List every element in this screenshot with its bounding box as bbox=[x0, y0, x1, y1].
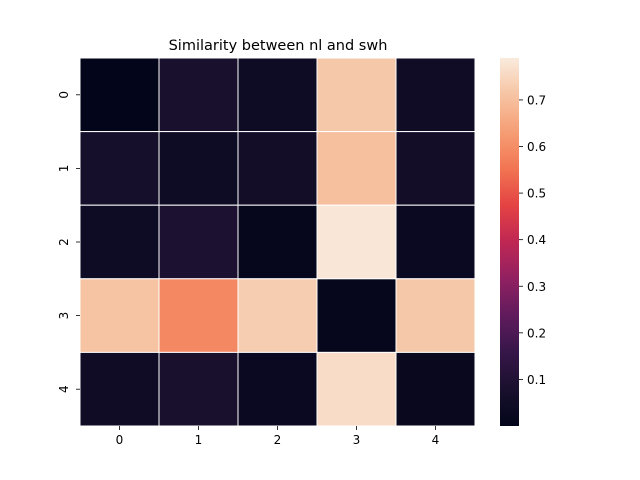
x-axis: 0 1 2 3 4 bbox=[116, 426, 440, 447]
heatmap-cell bbox=[158, 351, 239, 427]
heatmap-cell bbox=[79, 351, 160, 427]
y-tick-label: 4 bbox=[57, 385, 71, 393]
heatmap-cell bbox=[316, 204, 397, 280]
heatmap-cell bbox=[237, 131, 318, 206]
heatmap-cell bbox=[395, 57, 476, 133]
colorbar-tick-label: 0.4 bbox=[527, 233, 546, 247]
colorbar-tick-label: 0.3 bbox=[527, 280, 546, 294]
x-tick-label: 4 bbox=[432, 433, 440, 447]
x-tick-label: 3 bbox=[353, 433, 361, 447]
heatmap-cell bbox=[158, 131, 239, 206]
colorbar-tick-label: 0.5 bbox=[527, 187, 546, 201]
colorbar-tick-label: 0.2 bbox=[527, 326, 546, 340]
heatmap-cell bbox=[395, 351, 476, 427]
colorbar-tick-label: 0.1 bbox=[527, 373, 546, 387]
y-tick-label: 2 bbox=[57, 238, 71, 246]
y-axis: 0 1 2 3 4 bbox=[57, 91, 80, 393]
heatmap-cell bbox=[395, 204, 476, 280]
y-tick-label: 3 bbox=[57, 312, 71, 320]
heatmap-cell bbox=[158, 204, 239, 280]
x-tick-label: 2 bbox=[274, 433, 282, 447]
chart-title: Similarity between nl and swh bbox=[169, 38, 388, 54]
heatmap-cell bbox=[316, 278, 397, 353]
colorbar-tick-label: 0.7 bbox=[527, 93, 546, 107]
heatmap-cell bbox=[237, 204, 318, 280]
heatmap-cell bbox=[316, 131, 397, 206]
heatmap-cell bbox=[316, 57, 397, 133]
heatmap-cell bbox=[79, 278, 160, 353]
heatmap-cell bbox=[316, 351, 397, 427]
heatmap-cells bbox=[79, 57, 476, 427]
colorbar-tick-label: 0.6 bbox=[527, 140, 546, 154]
x-tick-label: 1 bbox=[195, 433, 203, 447]
heatmap-cell bbox=[158, 57, 239, 133]
colorbar-ticks: 0.1 0.2 0.3 0.4 0.5 0.6 0.7 bbox=[519, 93, 546, 387]
colorbar bbox=[500, 58, 519, 426]
heatmap-cell bbox=[237, 278, 318, 353]
heatmap-cell bbox=[79, 204, 160, 280]
y-tick-label: 1 bbox=[57, 165, 71, 173]
y-tick-label: 0 bbox=[57, 91, 71, 99]
heatmap-cell bbox=[395, 278, 476, 353]
x-tick-label: 0 bbox=[116, 433, 124, 447]
heatmap-cell bbox=[79, 131, 160, 206]
heatmap-cell bbox=[237, 351, 318, 427]
heatmap-cell bbox=[79, 57, 160, 133]
heatmap-cell bbox=[158, 278, 239, 353]
heatmap-cell bbox=[237, 57, 318, 133]
heatmap-cell bbox=[395, 131, 476, 206]
